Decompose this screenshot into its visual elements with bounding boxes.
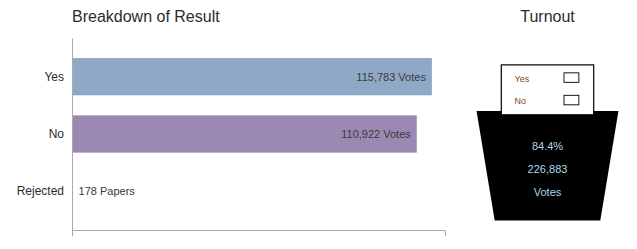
- ballot-option: Yes: [515, 74, 530, 84]
- turnout-text: 226,883: [528, 163, 568, 175]
- axis-line: [73, 231, 446, 237]
- tick-label: Rejected: [17, 184, 64, 198]
- turnout-text: 84.4%: [532, 140, 563, 152]
- tick: Rejected: [17, 184, 72, 198]
- panel-title: Turnout: [520, 8, 575, 25]
- ballot-paper: [501, 65, 593, 115]
- data-label: 178 Papers: [79, 185, 136, 197]
- data-label: 110,922 Votes: [341, 128, 411, 140]
- title: Breakdown of Result: [72, 8, 220, 25]
- turnout-panel: Turnout Yes No 84.4% 226,883 Votes: [477, 8, 619, 220]
- ballot-option: No: [515, 96, 527, 106]
- data-label: 115,783 Votes: [356, 71, 426, 83]
- x-axis: [73, 231, 446, 237]
- chart: Breakdown of Result 115,783 Votes 110,922 …: [0, 0, 637, 249]
- y-axis: Yes No Rejected: [17, 39, 73, 231]
- bars: [72, 58, 432, 210]
- tick: No: [49, 127, 72, 141]
- checkbox: [564, 95, 579, 105]
- turnout-text: Votes: [534, 186, 562, 198]
- axis-line: [72, 39, 73, 231]
- ballot-box: [477, 111, 619, 220]
- checkbox: [564, 73, 579, 83]
- data-labels: 115,783 Votes 110,922 Votes 178 Papers: [79, 71, 427, 198]
- bar: [72, 58, 432, 95]
- tick-label: No: [49, 127, 65, 141]
- tick-label: Yes: [44, 70, 64, 84]
- tick: Yes: [44, 70, 72, 84]
- bar: [72, 115, 417, 152]
